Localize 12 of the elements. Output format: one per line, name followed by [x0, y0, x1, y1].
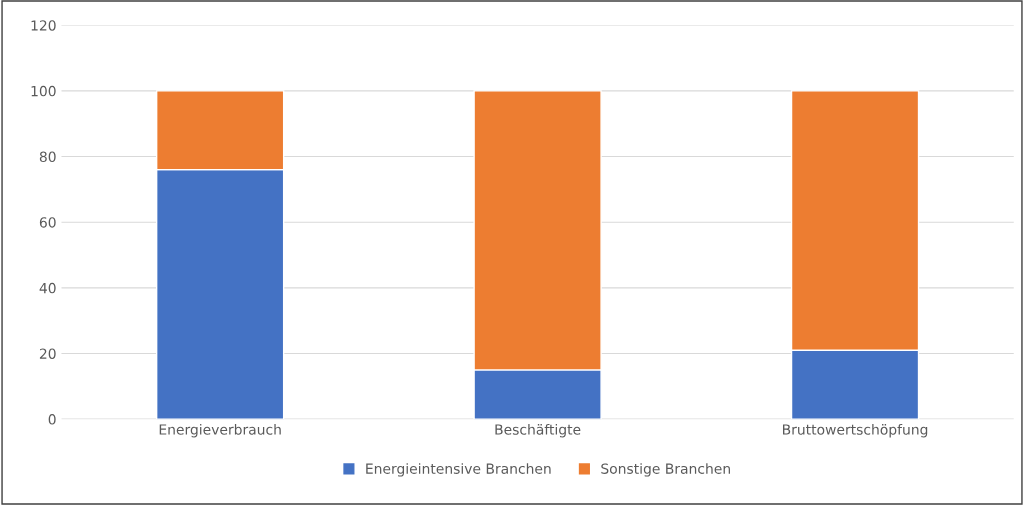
x-tick-label: Bruttowertschöpfung — [783, 424, 928, 438]
y-tick-label: 80 — [39, 151, 56, 163]
x-tick-label: Beschäftigte — [495, 424, 581, 438]
y-tick-label: 20 — [39, 348, 56, 359]
y-tick-label: 40 — [39, 282, 56, 294]
x-tick-label: Energieverbrauch — [159, 424, 281, 438]
y-tick-label: 0 — [48, 414, 56, 425]
legend-label: Energieintensive Branchen — [366, 463, 551, 477]
y-tick-label: 100 — [31, 85, 56, 97]
y-tick-label: 60 — [39, 217, 56, 228]
y-tick-label: 120 — [31, 20, 56, 31]
legend-label: Sonstige Branchen — [601, 463, 730, 477]
